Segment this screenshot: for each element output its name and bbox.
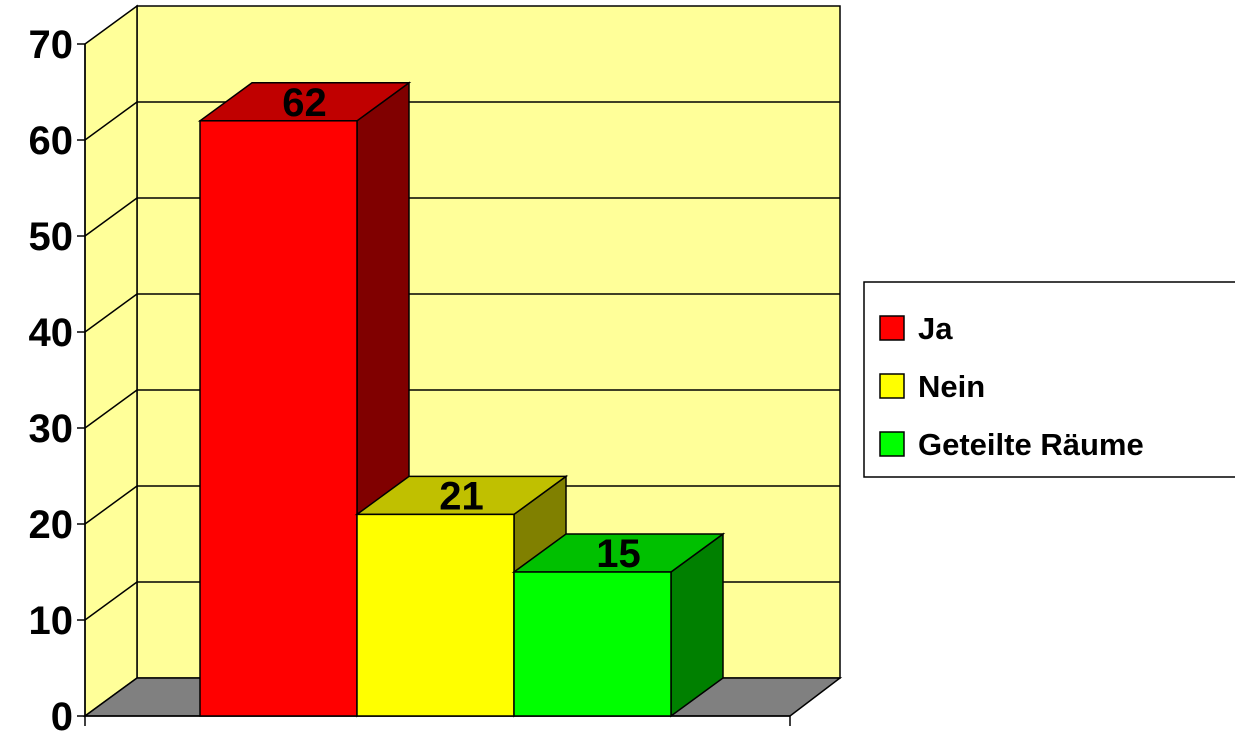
y-axis: 0 10 20 30 40 50 60 70	[29, 23, 791, 736]
legend-box	[863, 281, 1235, 478]
y-tick-label: 60	[29, 119, 74, 163]
gridline-side	[84, 101, 138, 141]
bars	[197, 81, 726, 718]
bar-nein	[356, 513, 515, 717]
data-label: 15	[596, 532, 641, 576]
gridline-side	[84, 485, 138, 525]
legend-label: Nein	[918, 369, 985, 404]
side-wall	[84, 4, 138, 718]
legend: Ja Nein Geteilte Räume	[863, 281, 1235, 478]
legend-label: Ja	[918, 311, 953, 346]
gridline-side	[84, 197, 138, 237]
gridline-side	[84, 389, 138, 429]
y-tick-label: 40	[29, 311, 74, 355]
bar-geteilte-r-ume	[513, 571, 672, 717]
data-labels: 62 21 15	[282, 81, 641, 576]
y-tick-label: 50	[29, 215, 74, 259]
data-label: 21	[439, 474, 484, 518]
legend-label: Geteilte Räume	[918, 427, 1144, 462]
y-tick-label: 30	[29, 407, 74, 451]
legend-swatch	[879, 431, 905, 457]
y-tick-label: 20	[29, 503, 74, 547]
bar-ja	[199, 120, 358, 717]
data-label: 62	[282, 81, 327, 125]
legend-swatch	[879, 315, 905, 341]
y-tick-label: 70	[29, 23, 74, 67]
y-tick-label: 10	[29, 599, 74, 643]
gridline-side	[84, 293, 138, 333]
y-tick-label: 0	[51, 695, 73, 736]
gridline-side	[84, 581, 138, 621]
legend-swatch	[879, 373, 905, 399]
